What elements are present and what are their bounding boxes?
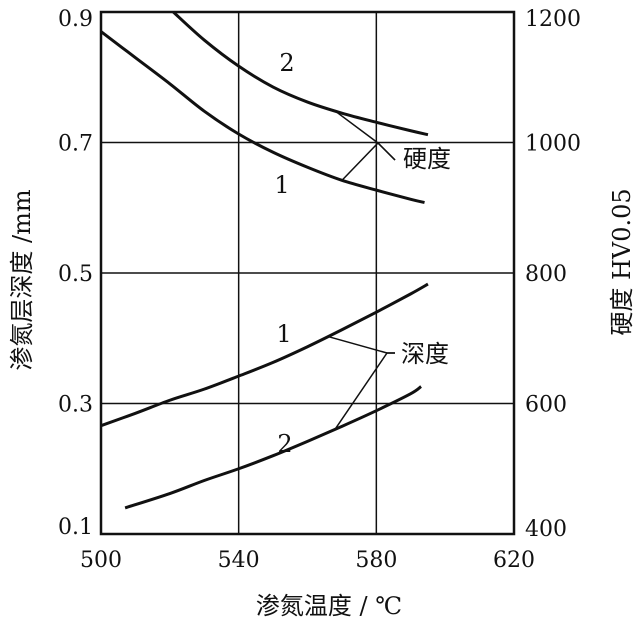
- series-line-硬度-1: [100, 30, 425, 204]
- leader-line: [334, 352, 395, 430]
- y-tick-label-left: 0.3: [58, 393, 93, 418]
- series-label: 1: [274, 171, 289, 199]
- y-tick-label-left: 0.5: [58, 262, 93, 287]
- plot-frame: [99, 10, 516, 536]
- x-tick-label: 580: [355, 548, 397, 573]
- annotation-hardness: 硬度: [403, 145, 451, 173]
- series-line-深度-1: [100, 282, 429, 428]
- y-tick-label-left: 0.1: [58, 515, 93, 540]
- x-tick-label: 500: [80, 548, 122, 573]
- y-tick-label-left: 0.9: [58, 7, 93, 32]
- y-tick-label-right: 600: [525, 393, 567, 418]
- annotation-depth: 深度: [401, 340, 449, 368]
- tick-labels: 500 540 580 620 0.1 0.3 0.5 0.7 0.9 400 600 800 1000…: [58, 7, 581, 573]
- series-line-硬度-2: [172, 10, 429, 137]
- series-label: 2: [277, 430, 292, 458]
- y-tick-label-right: 1200: [525, 7, 581, 32]
- y-tick-label-left: 0.7: [58, 132, 93, 157]
- x-tick-label: 540: [218, 548, 260, 573]
- leader-line: [327, 335, 395, 354]
- y-axis-label-left: 渗氮层深度 /mm: [8, 189, 36, 370]
- annotations: 硬度 深度: [327, 110, 451, 430]
- series-label: 1: [276, 320, 291, 348]
- y-tick-label-right: 1000: [525, 132, 581, 157]
- series-line-深度-2: [124, 385, 422, 510]
- y-tick-label-right: 400: [525, 517, 567, 542]
- x-axis-label: 渗氮温度 / ℃: [256, 592, 402, 620]
- grid: [101, 12, 514, 534]
- y-axis-label-right: 硬度 HV0.05: [608, 188, 636, 335]
- y-tick-label-right: 800: [525, 262, 567, 287]
- series-label: 2: [279, 49, 294, 77]
- x-tick-label: 620: [493, 548, 535, 573]
- series: 1 2 1 2: [100, 10, 429, 510]
- leader-line: [341, 141, 396, 181]
